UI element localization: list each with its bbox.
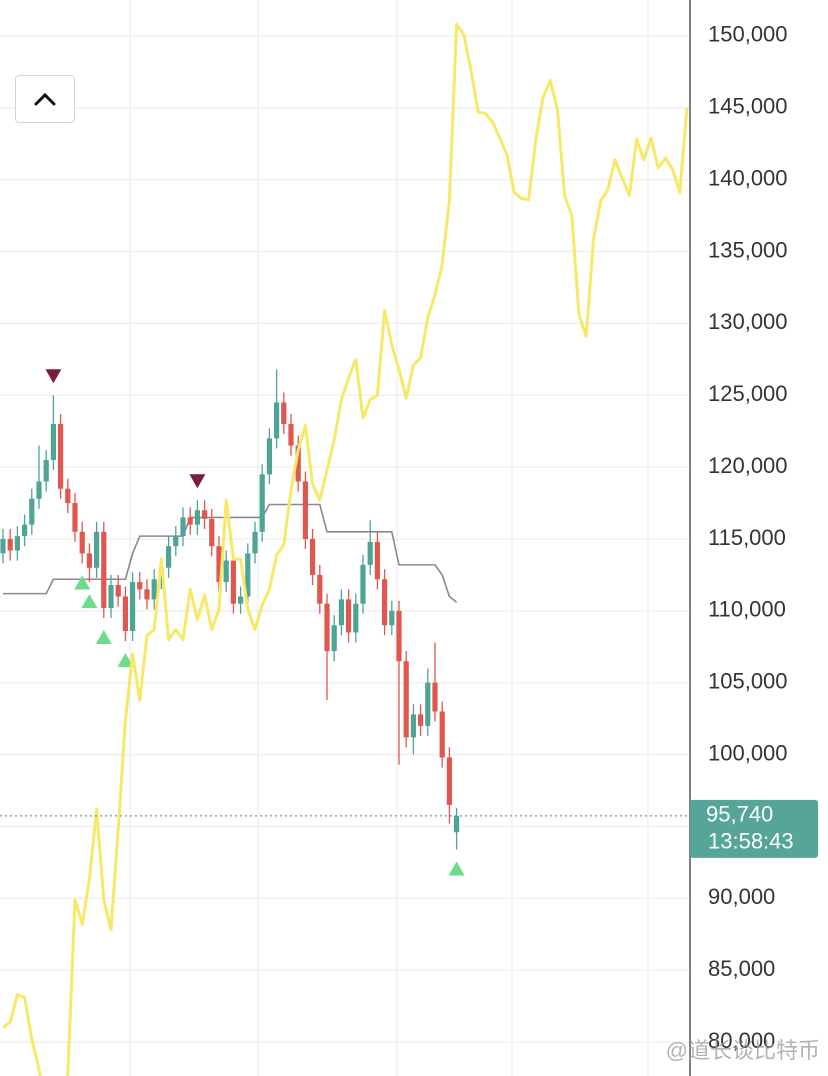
candle-body — [50, 424, 56, 460]
last-price-label: 95,740 — [706, 802, 773, 827]
y-tick-label: 85,000 — [708, 956, 775, 981]
y-tick-label: 100,000 — [708, 740, 788, 765]
candle-body — [72, 503, 78, 532]
candle-body — [396, 610, 402, 662]
candle-body — [187, 517, 193, 525]
buy-signal — [448, 861, 465, 876]
candle-body — [151, 579, 157, 600]
sell-signal — [189, 474, 206, 489]
candle-body — [115, 585, 121, 597]
candle-body — [29, 498, 35, 525]
y-tick-label: 110,000 — [708, 597, 786, 622]
candle-body — [432, 682, 438, 712]
candle-body — [353, 603, 359, 633]
candle-body — [367, 541, 373, 565]
candle-body — [310, 539, 316, 575]
candle-body — [274, 402, 280, 439]
candle-body — [22, 524, 28, 537]
y-tick-label: 115,000 — [708, 525, 786, 550]
candle-body — [454, 815, 460, 833]
candle-body — [338, 599, 344, 626]
candle-body — [439, 711, 445, 758]
candle-body — [418, 714, 424, 726]
candle-body — [94, 531, 100, 568]
buy-signal — [117, 653, 134, 668]
candle-body — [173, 536, 179, 547]
candle-body — [58, 424, 64, 489]
y-tick-label: 145,000 — [708, 94, 788, 119]
candle-body — [331, 625, 337, 652]
candle-body — [245, 553, 251, 597]
candle-body — [108, 585, 114, 608]
candle-body — [14, 536, 20, 551]
candle-body — [36, 481, 42, 499]
candle-body — [324, 603, 330, 652]
y-tick-label: 120,000 — [708, 453, 788, 478]
candle-body — [317, 574, 323, 604]
candle-body — [7, 539, 13, 551]
candle-body — [79, 531, 85, 554]
candle-body — [252, 531, 258, 554]
candle-body — [202, 510, 208, 519]
time-grid — [129, 0, 649, 1076]
buy-signal — [74, 575, 91, 590]
candle-body — [259, 474, 265, 532]
watermark: @道长谈比特币 — [666, 1038, 820, 1063]
candle-body — [101, 531, 107, 608]
candle-body — [360, 564, 366, 604]
chevron-icon — [34, 92, 56, 106]
y-tick-label: 105,000 — [708, 669, 788, 694]
y-tick-label: 130,000 — [708, 309, 788, 334]
y-tick-label: 135,000 — [708, 237, 788, 262]
y-tick-label: 140,000 — [708, 165, 788, 190]
candle-body — [425, 682, 431, 726]
candle-body — [65, 488, 71, 504]
candle-body — [223, 560, 229, 583]
candle-body — [86, 553, 92, 568]
candle-body — [281, 402, 287, 425]
collapse-button[interactable] — [15, 75, 75, 123]
last-price-tag — [690, 799, 818, 858]
y-tick-label: 90,000 — [708, 884, 775, 909]
candle-body — [194, 510, 200, 525]
candle-body — [216, 546, 222, 583]
candle-body — [122, 596, 128, 631]
sell-signal — [45, 369, 62, 384]
overlay-line — [2, 22, 689, 1076]
candle-body — [137, 582, 143, 590]
y-tick-label: 80,000 — [708, 1028, 775, 1053]
candle-body — [166, 546, 172, 568]
candle-body — [389, 610, 395, 626]
candle-body — [382, 579, 388, 626]
candle-body — [266, 438, 272, 475]
candle-body — [238, 596, 244, 604]
candle-body — [374, 541, 380, 580]
candle-body — [403, 661, 409, 738]
candle-body — [43, 459, 49, 482]
y-tick-label: 125,000 — [708, 381, 788, 406]
candle-body — [302, 481, 308, 540]
candle-body — [144, 589, 150, 600]
y-tick-label: 150,000 — [708, 22, 788, 47]
candle-body — [446, 757, 452, 805]
candle-body — [0, 539, 6, 554]
candle-body — [230, 560, 236, 604]
buy-signal — [81, 594, 98, 609]
candle-body — [295, 445, 301, 482]
candle-body — [209, 518, 215, 547]
candle-body — [180, 517, 186, 537]
candle-body — [288, 424, 294, 446]
countdown-label: 13:58:43 — [708, 829, 794, 854]
candle-body — [130, 582, 136, 631]
buy-signal — [95, 630, 112, 645]
candle-body — [410, 714, 416, 738]
candle-body — [346, 599, 352, 633]
